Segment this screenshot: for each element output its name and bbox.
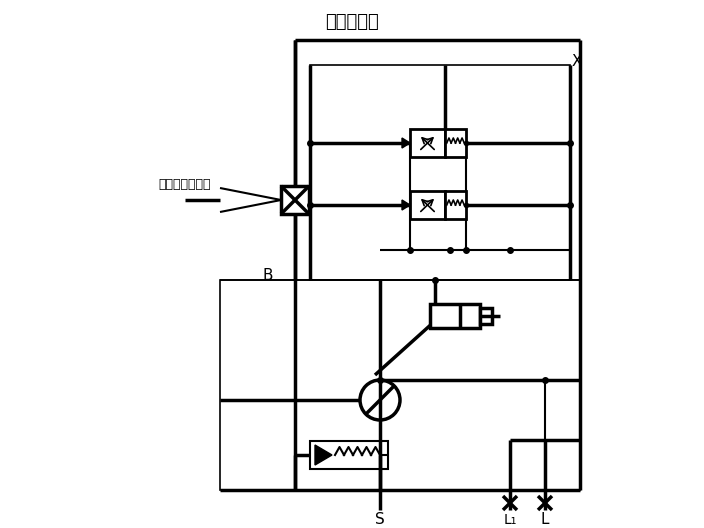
Polygon shape xyxy=(315,445,332,465)
Text: L₁: L₁ xyxy=(503,513,517,527)
Bar xyxy=(281,186,309,214)
Polygon shape xyxy=(402,138,410,148)
Polygon shape xyxy=(402,200,410,210)
Bar xyxy=(310,441,388,469)
Bar xyxy=(445,129,466,157)
Text: 液压原理图: 液压原理图 xyxy=(325,13,379,31)
Bar xyxy=(310,65,570,280)
Bar xyxy=(410,191,445,219)
Bar xyxy=(445,191,466,219)
Bar xyxy=(410,129,445,157)
Bar xyxy=(220,280,580,490)
Text: X: X xyxy=(572,54,582,70)
Bar xyxy=(430,304,480,328)
Text: 不包括在供货中: 不包括在供货中 xyxy=(158,178,211,192)
Bar xyxy=(480,308,492,324)
Text: S: S xyxy=(375,513,385,527)
Text: B: B xyxy=(263,269,273,284)
Text: L: L xyxy=(541,513,549,527)
